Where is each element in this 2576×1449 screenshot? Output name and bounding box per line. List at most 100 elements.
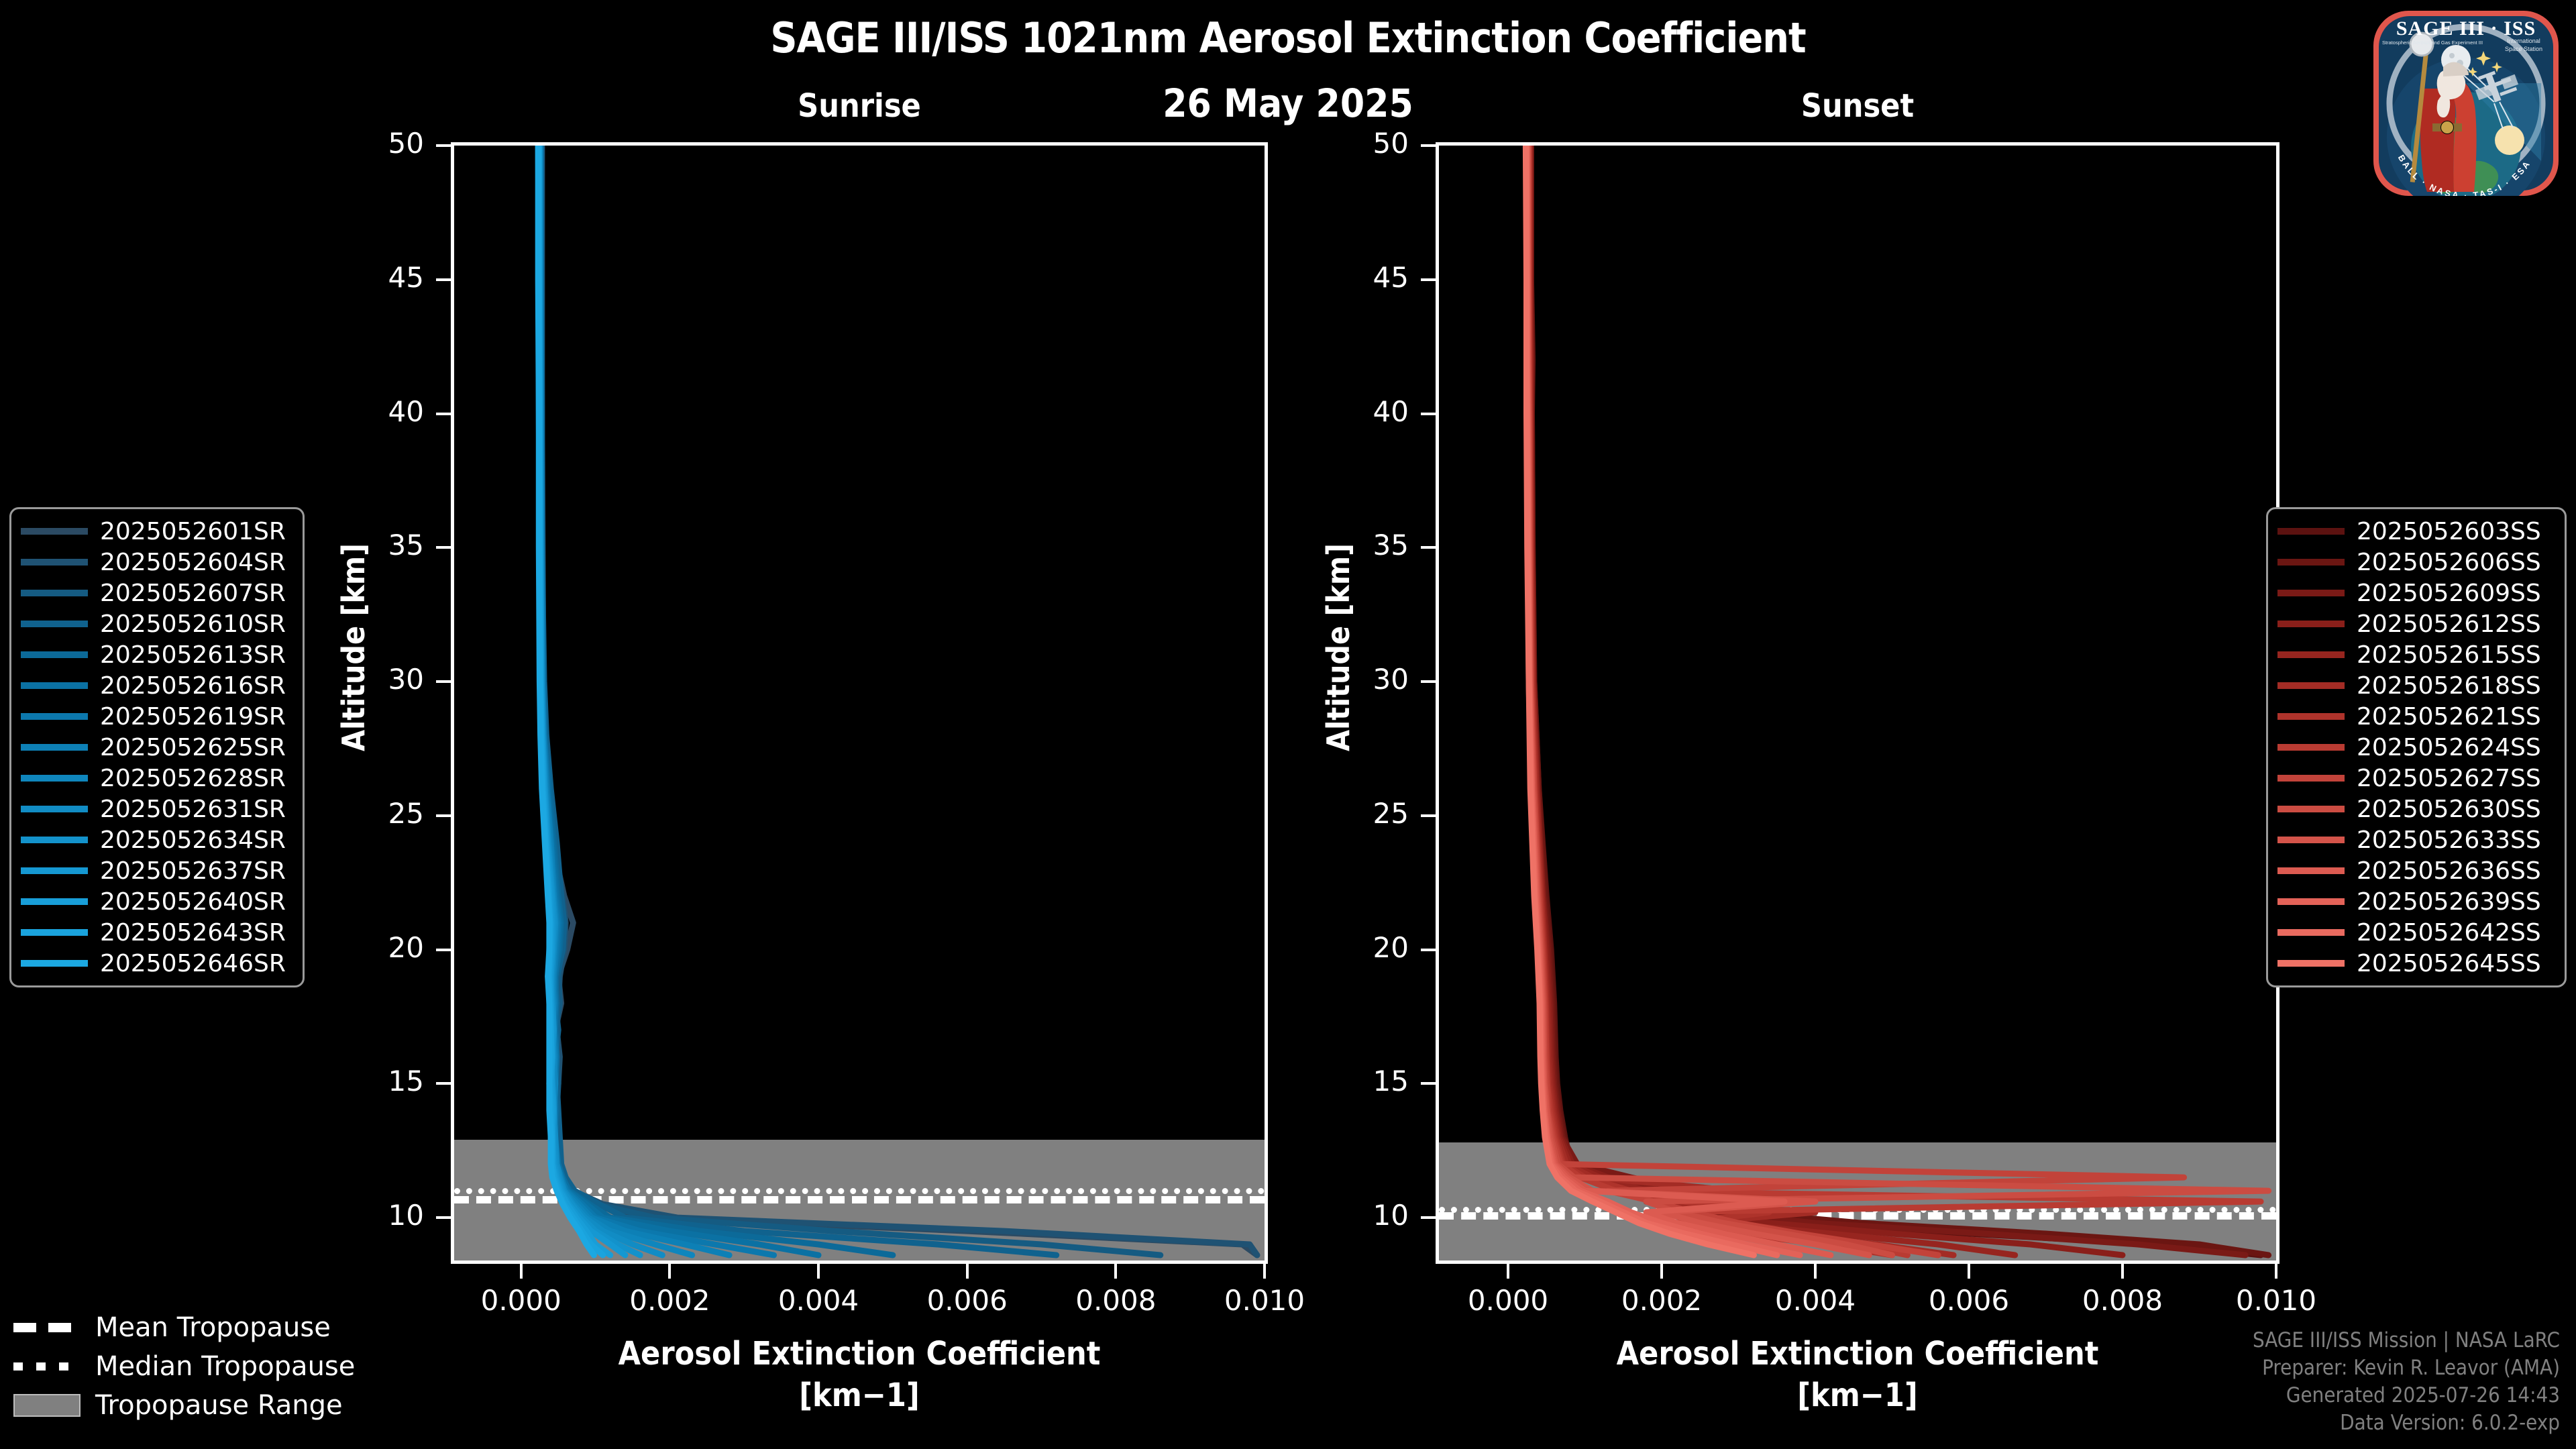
legend-sunset-item[interactable]: 2025052609SS bbox=[2277, 578, 2555, 608]
legend-color-swatch-icon bbox=[2277, 744, 2345, 751]
x-tick-label: 0.002 bbox=[1621, 1284, 1703, 1317]
band-swatch-icon bbox=[13, 1394, 80, 1417]
y-tick-label: 40 bbox=[1373, 394, 1409, 428]
legend-sunset[interactable]: 2025052603SS 2025052606SS 2025052609SS 2025… bbox=[2266, 507, 2567, 987]
legend-color-swatch-icon bbox=[2277, 682, 2345, 689]
legend-label: 2025052604SR bbox=[100, 548, 286, 576]
series-line bbox=[537, 146, 896, 1258]
legend-sunrise-item[interactable]: 2025052616SR bbox=[21, 670, 293, 701]
x-tick-mark bbox=[965, 1264, 969, 1279]
x-tick-label: 0.010 bbox=[2235, 1284, 2317, 1317]
legend-label: 2025052646SR bbox=[100, 949, 286, 977]
series-line bbox=[539, 146, 1260, 1258]
series-line bbox=[1525, 146, 1895, 1258]
legend-sunset-item[interactable]: 2025052639SS bbox=[2277, 886, 2555, 917]
series-line bbox=[539, 146, 1260, 1258]
legend-label: 2025052610SR bbox=[100, 610, 286, 638]
y-tick-label: 20 bbox=[388, 930, 424, 964]
legend-sunset-item[interactable]: 2025052645SS bbox=[2277, 948, 2555, 979]
logo-subtitle-right-2: Space Station bbox=[2505, 46, 2542, 52]
legend-sunrise-item[interactable]: 2025052646SR bbox=[21, 948, 293, 979]
x-axis-label-sunset-line1: Aerosol Extinction Coefficient bbox=[1616, 1335, 2099, 1373]
x-tick-label: 0.006 bbox=[926, 1284, 1008, 1317]
legend-sunset-item[interactable]: 2025052606SS bbox=[2277, 547, 2555, 578]
x-tick-mark bbox=[1114, 1264, 1118, 1279]
y-tick-mark bbox=[436, 814, 451, 817]
legend-color-swatch-icon bbox=[21, 559, 88, 566]
legend-label: 2025052618SS bbox=[2357, 672, 2541, 700]
legend-color-swatch-icon bbox=[21, 744, 88, 751]
plot-area-sunset[interactable] bbox=[1436, 142, 2279, 1264]
legend-label: 2025052637SR bbox=[100, 857, 286, 885]
x-axis-label-sunrise-line2: [km−1] bbox=[799, 1377, 920, 1414]
legend-color-swatch-icon bbox=[2277, 559, 2345, 566]
legend-label: 2025052633SS bbox=[2357, 826, 2541, 854]
page-title: SAGE III/ISS 1021nm Aerosol Extinction C… bbox=[770, 13, 1806, 62]
legend-sunrise-item[interactable]: 2025052631SR bbox=[21, 794, 293, 824]
legend-label: 2025052630SS bbox=[2357, 795, 2541, 823]
logo-subtitle-right-1: International bbox=[2507, 38, 2540, 44]
legend-sunrise-item[interactable]: 2025052610SR bbox=[21, 608, 293, 639]
legend-sunset-item[interactable]: 2025052642SS bbox=[2277, 917, 2555, 948]
legend-sunset-item[interactable]: 2025052618SS bbox=[2277, 670, 2555, 701]
legend-sunrise-item[interactable]: 2025052643SR bbox=[21, 917, 293, 948]
legend-color-swatch-icon bbox=[21, 898, 88, 905]
legend-sunrise-item[interactable]: 2025052619SR bbox=[21, 701, 293, 732]
legend-color-swatch-icon bbox=[2277, 621, 2345, 627]
legend-sunrise-item[interactable]: 2025052637SR bbox=[21, 855, 293, 886]
legend-sunset-item[interactable]: 2025052612SS bbox=[2277, 608, 2555, 639]
y-tick-mark bbox=[436, 1216, 451, 1220]
y-tick-mark bbox=[436, 948, 451, 951]
legend-sunset-item[interactable]: 2025052615SS bbox=[2277, 639, 2555, 670]
legend-sunset-item[interactable]: 2025052621SS bbox=[2277, 701, 2555, 732]
legend-color-swatch-icon bbox=[2277, 929, 2345, 936]
legend-sunrise-item[interactable]: 2025052607SR bbox=[21, 578, 293, 608]
x-tick-mark bbox=[2275, 1264, 2277, 1279]
legend-tropopause[interactable]: Mean Tropopause Median Tropopause Tropop… bbox=[13, 1308, 355, 1425]
x-tick-label: 0.010 bbox=[1224, 1284, 1305, 1317]
legend-sunrise-item[interactable]: 2025052604SR bbox=[21, 547, 293, 578]
legend-color-swatch-icon bbox=[21, 960, 88, 967]
credits-generated: Generated 2025-07-26 14:43 bbox=[2286, 1383, 2560, 1408]
legend-label: 2025052642SS bbox=[2357, 918, 2541, 947]
legend-sunset-item[interactable]: 2025052603SS bbox=[2277, 516, 2555, 547]
legend-sunset-item[interactable]: 2025052624SS bbox=[2277, 732, 2555, 763]
legend-sunset-item[interactable]: 2025052630SS bbox=[2277, 794, 2555, 824]
legend-sunset-item[interactable]: 2025052636SS bbox=[2277, 855, 2555, 886]
y-tick-mark bbox=[1421, 948, 1436, 951]
legend-sunrise-item[interactable]: 2025052640SR bbox=[21, 886, 293, 917]
x-tick-label: 0.004 bbox=[1774, 1284, 1856, 1317]
panel-heading-sunrise: Sunrise bbox=[798, 87, 921, 125]
legend-sunset-item[interactable]: 2025052633SS bbox=[2277, 824, 2555, 855]
legend-item-tropopause-range[interactable]: Tropopause Range bbox=[13, 1386, 355, 1425]
legend-sunset-item[interactable]: 2025052627SS bbox=[2277, 763, 2555, 794]
x-tick-mark bbox=[519, 1264, 523, 1279]
series-line bbox=[1527, 146, 2272, 1258]
y-tick-label: 50 bbox=[1373, 127, 1409, 160]
legend-sunrise[interactable]: 2025052601SR 2025052604SR 2025052607SR 2025… bbox=[9, 507, 305, 987]
legend-label: 2025052625SR bbox=[100, 733, 286, 761]
legend-label: 2025052609SS bbox=[2357, 579, 2541, 607]
legend-sunrise-item[interactable]: 2025052601SR bbox=[21, 516, 293, 547]
dotted-line-icon bbox=[13, 1362, 80, 1371]
x-tick-mark bbox=[1507, 1264, 1510, 1279]
legend-color-swatch-icon bbox=[21, 682, 88, 689]
legend-color-swatch-icon bbox=[21, 775, 88, 782]
y-tick-label: 10 bbox=[1373, 1199, 1409, 1232]
x-tick-label: 0.006 bbox=[1928, 1284, 2010, 1317]
legend-sunrise-item[interactable]: 2025052613SR bbox=[21, 639, 293, 670]
y-tick-mark bbox=[1421, 278, 1436, 281]
legend-sunrise-item[interactable]: 2025052634SR bbox=[21, 824, 293, 855]
sage-iii-iss-mission-patch-logo: SAGE III · ISS Stratospheric Aerosol and… bbox=[2373, 11, 2559, 196]
panel-heading-sunset: Sunset bbox=[1801, 87, 1915, 125]
legend-sunrise-item[interactable]: 2025052625SR bbox=[21, 732, 293, 763]
legend-color-swatch-icon bbox=[21, 651, 88, 658]
legend-item-mean-tropopause[interactable]: Mean Tropopause bbox=[13, 1308, 355, 1347]
legend-color-swatch-icon bbox=[2277, 898, 2345, 905]
x-tick-label: 0.000 bbox=[480, 1284, 561, 1317]
plot-area-sunrise[interactable] bbox=[451, 142, 1268, 1264]
legend-label-median-tropopause: Median Tropopause bbox=[95, 1351, 356, 1382]
x-tick-label: 0.008 bbox=[2082, 1284, 2163, 1317]
legend-item-median-tropopause[interactable]: Median Tropopause bbox=[13, 1347, 355, 1386]
legend-sunrise-item[interactable]: 2025052628SR bbox=[21, 763, 293, 794]
